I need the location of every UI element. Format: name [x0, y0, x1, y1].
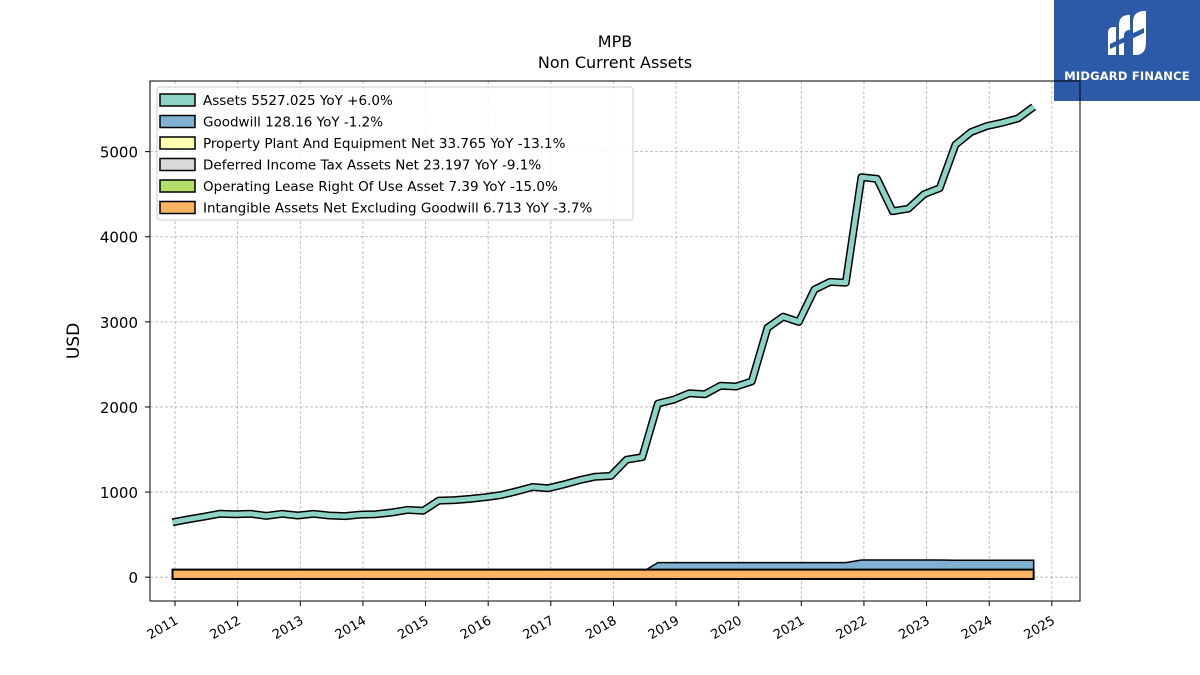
y-axis: 0 1000 2000 3000 4000 5000	[100, 144, 150, 587]
legend-box	[156, 86, 634, 221]
legend-entry-label: Deferred Income Tax Assets Net 23.197 Yo…	[203, 158, 541, 174]
y-tick-label: 3000	[100, 314, 138, 332]
plot-frame	[149, 80, 1081, 602]
y-tick-label: 4000	[100, 229, 138, 247]
midgard-finance-logo: MIDGARD FINANCE	[1054, 0, 1200, 101]
chart-title: MPB	[597, 32, 633, 51]
x-tick-label: 2023	[896, 613, 932, 643]
x-tick-label: 2015	[395, 613, 431, 643]
y-tick-label: 1000	[100, 484, 138, 502]
x-tick-label: 2021	[771, 613, 807, 643]
y-tick-label: 0	[128, 569, 138, 587]
legend-swatch	[159, 114, 196, 129]
legend-entry-label: Assets 5527.025 YoY +6.0%	[203, 93, 393, 109]
legend-swatch	[159, 200, 196, 215]
y-axis-label: USD	[64, 323, 84, 359]
x-tick-label: 2013	[270, 613, 306, 643]
x-axis: 2011 2012 2013 2014 2015 2016 2017 2018 2019 2020…	[145, 601, 1058, 643]
logo-brand-text: MIDGARD FINANCE	[1064, 69, 1190, 83]
x-tick-label: 2016	[458, 613, 494, 643]
series-assets	[172, 104, 1036, 525]
legend-entry-label: Property Plant And Equipment Net 33.765 …	[203, 136, 566, 152]
x-tick-label: 2024	[959, 613, 995, 643]
chart-subtitle: Non Current Assets	[537, 53, 693, 72]
series-areas	[171, 103, 1037, 580]
legend-entry-label: Intangible Assets Net Excluding Goodwill…	[203, 201, 593, 217]
x-tick-label: 2018	[583, 613, 619, 643]
x-tick-label: 2020	[709, 613, 745, 643]
y-tick-label: 2000	[100, 399, 138, 417]
legend-swatch	[159, 136, 196, 150]
legend-swatch	[159, 179, 196, 193]
legend: Assets 5527.025 YoY +6.0% Goodwill 128.16…	[156, 86, 634, 221]
y-tick-label: 5000	[100, 144, 138, 162]
x-tick-label: 2017	[521, 613, 557, 643]
series-intangible-band	[171, 568, 1035, 580]
x-tick-label: 2012	[208, 613, 244, 643]
logo-mark-icon	[1108, 11, 1146, 55]
x-tick-label: 2014	[333, 613, 369, 643]
legend-entry-label: Goodwill 128.16 YoY -1.2%	[203, 115, 383, 131]
x-tick-label: 2022	[834, 613, 870, 643]
x-tick-label: 2025	[1022, 613, 1058, 643]
x-tick-label: 2019	[646, 613, 682, 643]
x-tick-label: 2011	[145, 613, 181, 643]
legend-swatch	[159, 157, 196, 172]
legend-entry-label: Operating Lease Right Of Use Asset 7.39 …	[203, 179, 558, 195]
legend-swatch	[159, 93, 196, 107]
